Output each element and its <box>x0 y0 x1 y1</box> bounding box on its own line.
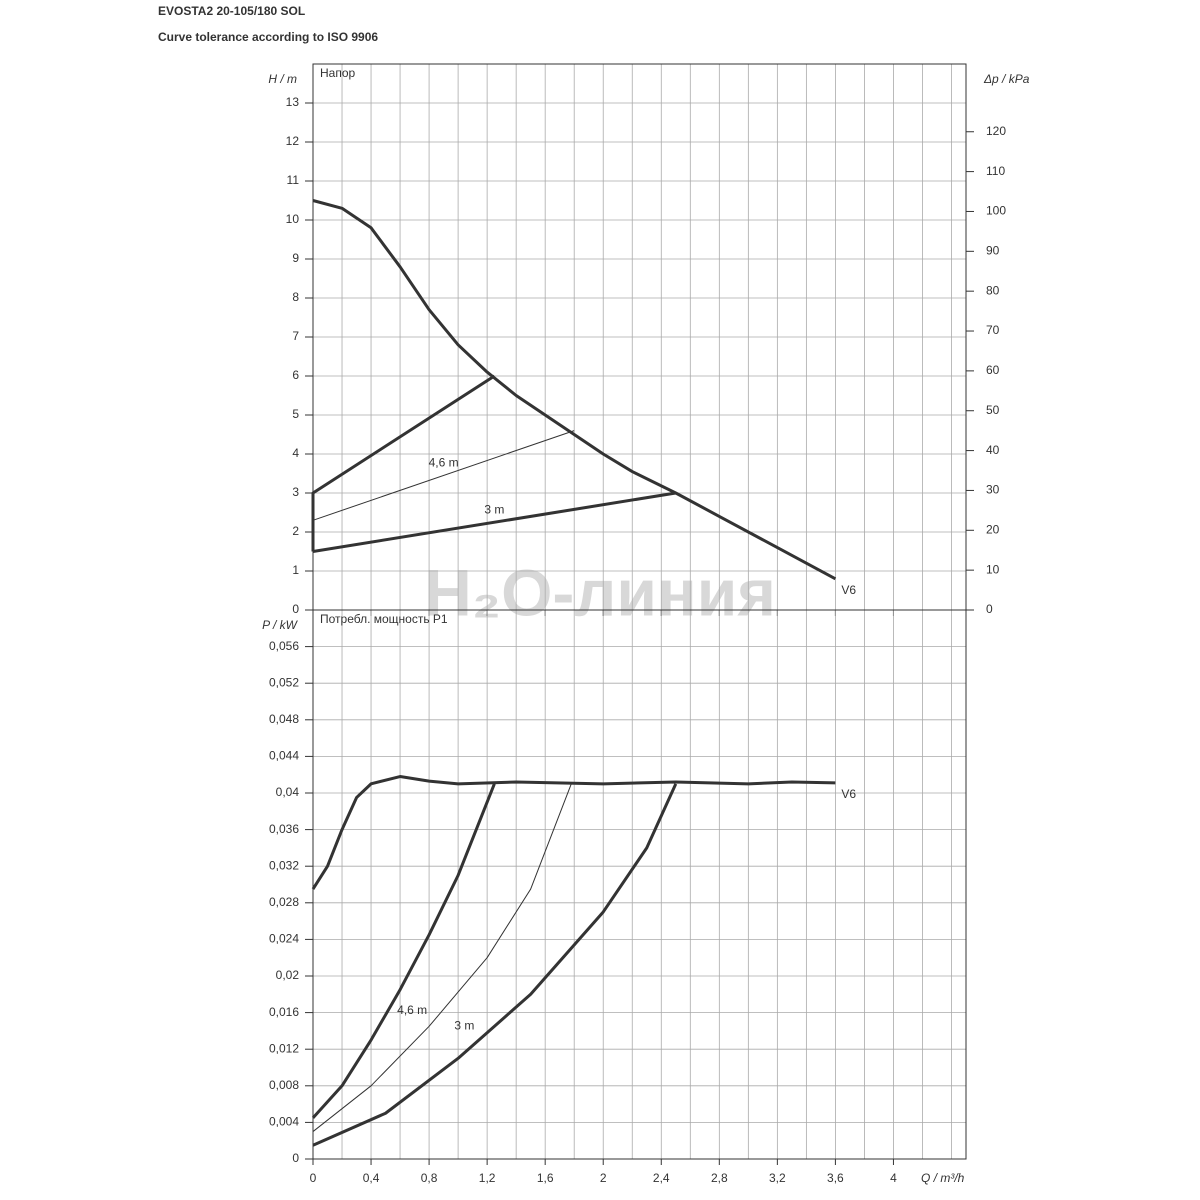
x-tick-label: 0,4 <box>363 1171 380 1185</box>
y-axis-label: H / m <box>268 72 297 86</box>
x-tick-label: 1,6 <box>537 1171 554 1185</box>
curve <box>312 199 837 581</box>
x-tick-label: 2 <box>600 1171 607 1185</box>
y-tick-label: 13 <box>286 95 300 109</box>
y-tick-label: 0,024 <box>269 932 299 946</box>
y2-tick-label: 120 <box>986 124 1006 138</box>
y2-tick-label: 0 <box>986 602 993 616</box>
plot-frame <box>312 609 967 1160</box>
curve-label: V6 <box>841 787 856 801</box>
y-tick-label: 0 <box>292 602 299 616</box>
y-tick-label: 0,016 <box>269 1005 299 1019</box>
curve-label: 4,6 m <box>397 1003 427 1017</box>
y2-tick-label: 90 <box>986 243 1000 257</box>
y2-tick-label: 60 <box>986 363 1000 377</box>
y-tick-label: 4 <box>292 446 299 460</box>
y-tick-label: 0,044 <box>269 749 299 763</box>
chart-title: EVOSTA2 20-105/180 SOL <box>158 4 305 18</box>
y2-axis-label: Δp / kPa <box>983 72 1030 86</box>
curve-label: 3 m <box>454 1018 474 1032</box>
curve <box>311 374 496 552</box>
watermark: H₂O-линия <box>424 555 776 629</box>
y-tick-label: 0,028 <box>269 895 299 909</box>
y-tick-label: 2 <box>292 524 299 538</box>
y-tick-label: 10 <box>286 212 300 226</box>
x-axis-label: Q / m³/h <box>921 1171 965 1185</box>
y-tick-label: 0,008 <box>269 1078 299 1092</box>
y2-tick-label: 20 <box>986 522 1000 536</box>
curve-label: 3 m <box>484 502 504 516</box>
y2-tick-label: 10 <box>986 562 1000 576</box>
y-tick-label: 0,02 <box>276 968 300 982</box>
y-tick-label: 1 <box>292 563 299 577</box>
y-tick-label: 0,048 <box>269 712 299 726</box>
x-tick-label: 3,6 <box>827 1171 844 1185</box>
curve <box>311 775 836 890</box>
y-tick-label: 0,056 <box>269 639 299 653</box>
x-tick-label: 3,2 <box>769 1171 786 1185</box>
y2-tick-label: 110 <box>986 164 1005 178</box>
curve <box>312 783 572 1132</box>
curve <box>312 491 677 553</box>
x-tick-label: 2,4 <box>653 1171 670 1185</box>
y-tick-label: 8 <box>292 290 299 304</box>
y-tick-label: 7 <box>292 329 299 343</box>
x-tick-label: 0,8 <box>421 1171 438 1185</box>
y-tick-label: 0,032 <box>269 858 299 872</box>
chart-subtitle: Curve tolerance according to ISO 9906 <box>158 30 378 44</box>
y-tick-label: 11 <box>287 173 300 187</box>
y-tick-label: 0,052 <box>269 675 299 689</box>
panel-label: Напор <box>320 66 356 80</box>
y-tick-label: 3 <box>292 485 299 499</box>
y2-tick-label: 50 <box>986 403 1000 417</box>
x-tick-label: 4 <box>890 1171 897 1185</box>
y-tick-label: 5 <box>292 407 299 421</box>
y2-tick-label: 80 <box>986 283 1000 297</box>
y-axis-label: P / kW <box>262 618 299 632</box>
y2-tick-label: 40 <box>986 443 1000 457</box>
curve-label: V6 <box>841 583 856 597</box>
y2-tick-label: 30 <box>986 483 1000 497</box>
curve <box>312 783 678 1147</box>
x-tick-label: 1,2 <box>479 1171 496 1185</box>
panel-label: Потребл. мощность P1 <box>320 612 448 626</box>
y-tick-label: 0 <box>292 1151 299 1165</box>
x-tick-label: 0 <box>310 1171 317 1185</box>
y-tick-label: 12 <box>286 134 300 148</box>
curve <box>312 430 575 521</box>
y2-tick-label: 100 <box>986 204 1006 218</box>
y2-tick-label: 70 <box>986 323 1000 337</box>
curve <box>311 783 496 1119</box>
curve-label: 4,6 m <box>429 456 459 470</box>
y-tick-label: 6 <box>292 368 299 382</box>
y-tick-label: 0,036 <box>269 822 299 836</box>
y-tick-label: 0,04 <box>276 785 300 799</box>
x-tick-label: 2,8 <box>711 1171 728 1185</box>
y-tick-label: 0,004 <box>269 1115 299 1129</box>
y-tick-label: 9 <box>292 251 299 265</box>
y-tick-label: 0,012 <box>269 1041 299 1055</box>
